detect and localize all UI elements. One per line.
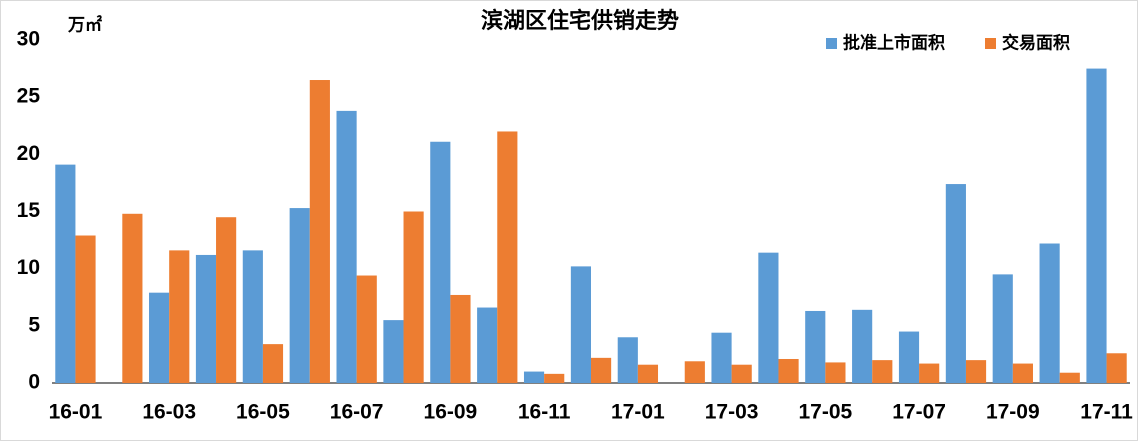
bar [336, 110, 357, 384]
y-tick-label: 10 [17, 256, 40, 279]
x-tick-label: 16-05 [236, 401, 290, 424]
y-tick-label: 0 [28, 371, 40, 394]
y-tick-label: 30 [17, 28, 40, 51]
x-tick-label: 16-03 [142, 401, 196, 424]
bar [872, 360, 893, 383]
bar [570, 266, 591, 383]
bar [55, 164, 76, 383]
bar [852, 309, 873, 383]
x-tick-label: 16-07 [330, 401, 384, 424]
bar [430, 141, 451, 383]
bar [149, 292, 170, 383]
y-tick-label: 15 [17, 199, 41, 222]
x-tick-label: 16-09 [424, 401, 478, 424]
bar [497, 131, 518, 383]
bar [544, 373, 565, 383]
x-tick-label: 17-03 [705, 401, 759, 424]
bar [805, 310, 826, 383]
bar [169, 250, 190, 383]
bar [383, 320, 404, 383]
bar [684, 361, 705, 383]
x-tick-label: 16-01 [49, 401, 103, 424]
chart-title: 滨湖区住宅供销走势 [481, 8, 679, 33]
legend-label: 交易面积 [1002, 32, 1070, 52]
bar [1059, 372, 1080, 383]
bar [523, 371, 545, 383]
bar [309, 80, 330, 384]
bar [403, 211, 424, 383]
y-tick-label: 20 [17, 142, 40, 165]
bar [75, 235, 96, 383]
bar [356, 275, 377, 383]
bar [617, 337, 638, 383]
bar [898, 331, 920, 383]
legend-swatch [985, 38, 996, 49]
bar [1106, 353, 1127, 383]
bar [758, 252, 779, 383]
bar [450, 294, 471, 383]
bar [1086, 68, 1107, 383]
y-tick-label: 25 [17, 85, 41, 108]
y-tick-label: 5 [28, 313, 40, 336]
bar [1012, 363, 1033, 383]
bar [778, 358, 799, 383]
bar [637, 364, 659, 383]
bar [825, 362, 846, 383]
x-tick-label: 16-11 [518, 401, 571, 424]
x-tick-label: 17-07 [892, 401, 946, 424]
bar [122, 213, 143, 383]
legend-swatch [826, 38, 837, 49]
legend-label: 批准上市面积 [843, 32, 945, 52]
bar [289, 208, 310, 383]
x-tick-label: 17-05 [798, 401, 852, 424]
bar [477, 307, 498, 383]
bar [242, 250, 263, 383]
bar [195, 254, 217, 383]
bar [216, 217, 237, 383]
bar [919, 363, 940, 383]
bar [945, 184, 966, 383]
bar [965, 360, 987, 383]
bar [731, 364, 752, 383]
bar [992, 274, 1013, 383]
bar [711, 332, 732, 383]
y-unit: 万㎡ [67, 14, 102, 34]
x-tick-label: 17-11 [1080, 401, 1133, 424]
x-tick-label: 17-01 [611, 401, 665, 424]
bar [591, 357, 612, 383]
bar [262, 344, 284, 383]
x-tick-label: 17-09 [986, 401, 1040, 424]
bar [1039, 243, 1060, 383]
